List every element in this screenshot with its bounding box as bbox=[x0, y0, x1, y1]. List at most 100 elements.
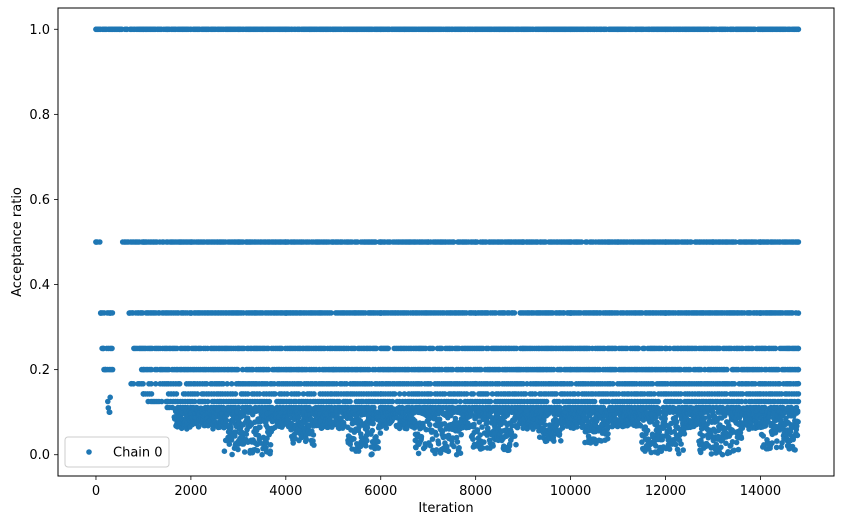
scatter-point bbox=[375, 445, 382, 451]
scatter-point bbox=[377, 430, 384, 436]
scatter-point bbox=[303, 436, 310, 442]
scatter-point bbox=[794, 398, 801, 405]
scatter-point bbox=[794, 381, 800, 387]
scatter-point bbox=[363, 443, 369, 449]
scatter-point bbox=[148, 391, 155, 397]
scatter-point bbox=[543, 398, 550, 405]
scatter-point bbox=[793, 310, 799, 316]
scatter-point bbox=[109, 310, 116, 316]
scatter-point bbox=[229, 451, 235, 458]
scatter-point bbox=[109, 345, 115, 352]
scatter-point bbox=[431, 405, 437, 412]
scatter-point bbox=[458, 431, 465, 438]
scatter-point bbox=[176, 381, 183, 387]
scatter-point bbox=[436, 416, 443, 423]
scatter-point bbox=[351, 436, 357, 442]
scatter-point bbox=[610, 381, 616, 387]
scatter-point bbox=[795, 366, 801, 373]
scatter-point bbox=[556, 406, 562, 413]
scatter-point bbox=[591, 398, 598, 405]
scatter-point bbox=[558, 438, 564, 444]
scatter-point bbox=[795, 345, 801, 352]
scatter-point bbox=[497, 406, 504, 413]
scatter-point bbox=[724, 366, 730, 373]
scatter-point bbox=[226, 407, 232, 414]
scatter-point bbox=[311, 391, 317, 397]
scatter-point bbox=[257, 424, 263, 431]
scatter-point bbox=[429, 436, 436, 442]
scatter-point bbox=[373, 434, 379, 440]
scatter-point bbox=[470, 436, 476, 443]
scatter-point bbox=[272, 391, 278, 397]
scatter-point bbox=[267, 448, 274, 455]
scatter-point bbox=[795, 26, 801, 33]
scatter-point bbox=[372, 239, 379, 245]
scatter-point bbox=[254, 447, 261, 454]
scatter-point bbox=[418, 433, 425, 440]
scatter-point bbox=[373, 345, 380, 352]
scatter-point bbox=[232, 391, 239, 397]
scatter-point bbox=[731, 381, 738, 387]
scatter-point bbox=[228, 425, 234, 431]
scatter-point bbox=[310, 432, 317, 438]
scatter-point bbox=[433, 432, 440, 438]
scatter-point bbox=[385, 345, 392, 352]
scatter-point bbox=[793, 391, 800, 397]
scatter-point bbox=[368, 406, 374, 413]
scatter-point bbox=[463, 391, 470, 397]
scatter-point bbox=[470, 391, 477, 397]
scatter-point bbox=[435, 440, 442, 447]
scatter-point bbox=[456, 445, 462, 451]
scatter-point bbox=[488, 406, 495, 413]
scatter-point bbox=[481, 439, 487, 445]
scatter-point bbox=[445, 448, 452, 455]
scatter-point bbox=[369, 451, 375, 457]
scatter-point bbox=[512, 433, 518, 439]
scatter-point bbox=[328, 310, 334, 316]
scatter-point bbox=[484, 391, 491, 397]
scatter-point bbox=[235, 446, 241, 453]
scatter-point bbox=[347, 398, 353, 405]
scatter-point bbox=[364, 437, 370, 444]
scatter-point bbox=[511, 310, 518, 316]
scatter-point bbox=[487, 398, 494, 405]
scatter-point bbox=[223, 417, 230, 424]
scatter-point bbox=[427, 421, 433, 428]
scatter-point bbox=[241, 449, 248, 455]
scatter-point bbox=[259, 451, 265, 458]
scatter-point bbox=[538, 408, 544, 414]
scatter-point bbox=[295, 391, 302, 397]
scatter-point bbox=[655, 398, 662, 405]
scatter-point bbox=[375, 438, 381, 445]
scatter-points bbox=[93, 26, 802, 458]
scatter-point bbox=[266, 398, 273, 405]
scatter-point bbox=[352, 406, 358, 413]
scatter-point bbox=[215, 407, 221, 413]
scatter-point bbox=[457, 450, 464, 457]
scatter-point bbox=[471, 421, 477, 428]
scatter-point bbox=[551, 438, 557, 444]
scatter-point bbox=[457, 398, 464, 405]
scatter-point bbox=[221, 448, 228, 455]
scatter-point bbox=[545, 411, 552, 417]
scatter-point bbox=[369, 427, 376, 434]
scatter-point bbox=[688, 239, 694, 245]
scatter-point bbox=[454, 439, 461, 445]
scatter-point bbox=[173, 391, 180, 397]
scatter-point bbox=[391, 391, 398, 397]
scatter-point bbox=[732, 239, 739, 245]
scatter-point bbox=[109, 366, 116, 373]
scatter-point bbox=[451, 443, 457, 450]
scatter-point bbox=[794, 239, 801, 245]
scatter-point bbox=[415, 450, 422, 457]
scatter-point bbox=[553, 391, 559, 397]
scatter-point bbox=[474, 427, 481, 433]
scatter-point bbox=[97, 239, 103, 245]
scatter-point bbox=[568, 381, 575, 387]
scatter-point bbox=[234, 366, 241, 373]
scatter-point bbox=[490, 443, 496, 449]
scatter-point bbox=[578, 239, 585, 245]
scatter-point bbox=[267, 442, 274, 448]
scatter-point bbox=[140, 381, 146, 387]
